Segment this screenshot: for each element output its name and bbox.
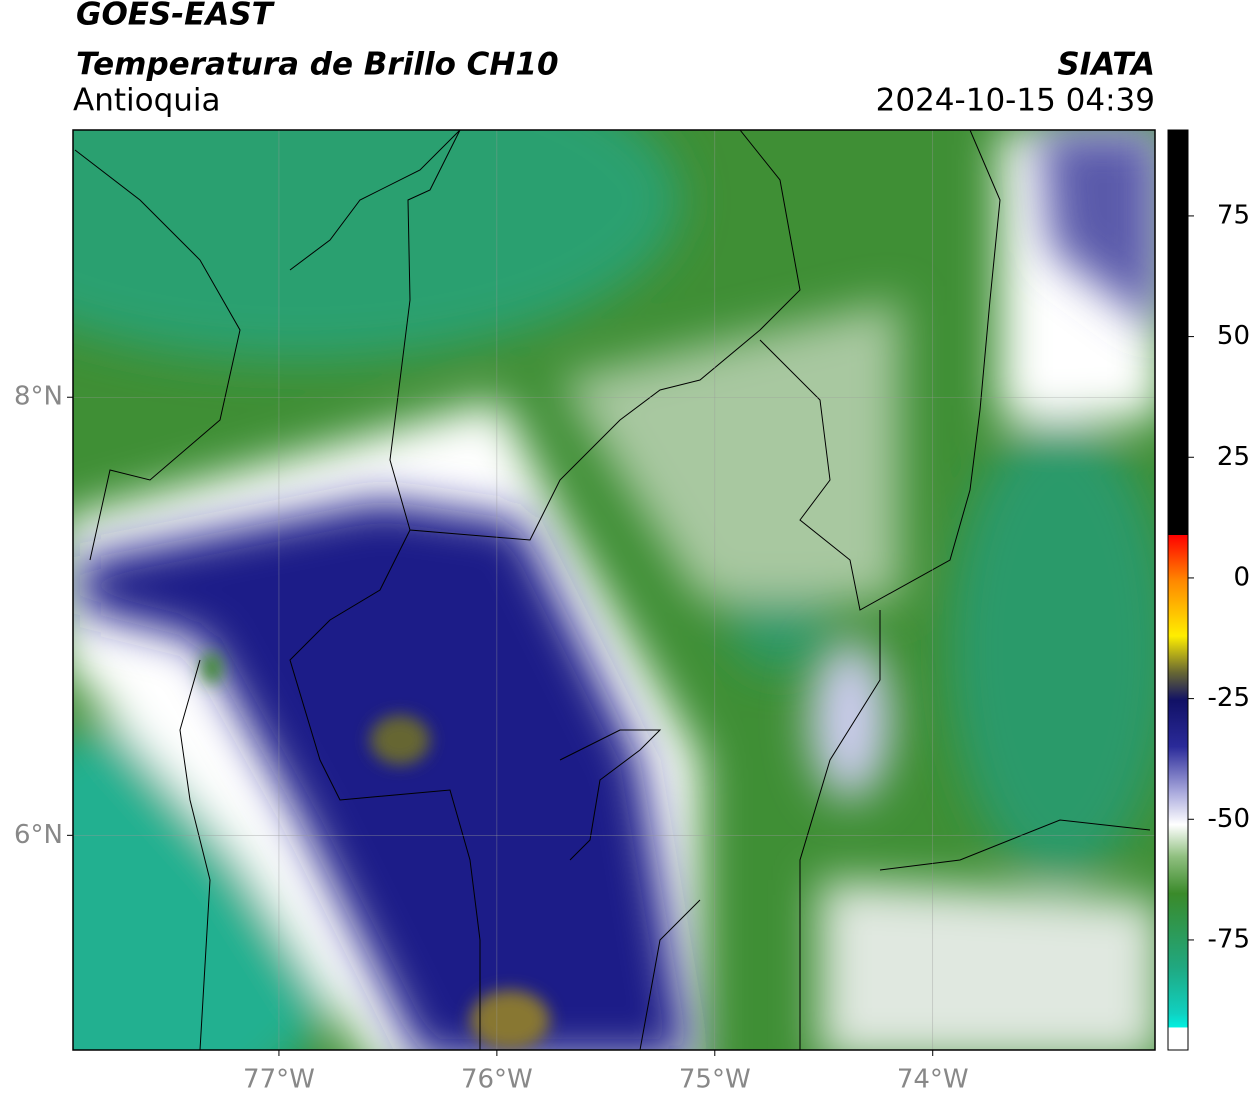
colorbar bbox=[1167, 129, 1189, 1051]
map-frame bbox=[72, 129, 1156, 1051]
colorbar-tick-label: -50 bbox=[1208, 804, 1250, 834]
datetime: 2024-10-15 04:39 bbox=[876, 83, 1155, 119]
source: SIATA bbox=[1057, 47, 1155, 83]
lon-tick-label: 75°W bbox=[679, 1065, 751, 1095]
lon-tick-label: 74°W bbox=[897, 1065, 969, 1095]
lat-tick-label: 6°N bbox=[14, 820, 63, 850]
colorbar-tick-label: 50 bbox=[1217, 321, 1250, 351]
subtitle: Temperatura de Brillo CH10 bbox=[76, 47, 559, 83]
title: GOES-EAST bbox=[76, 0, 276, 33]
lat-tick-label: 8°N bbox=[14, 382, 63, 412]
colorbar-tick-label: -75 bbox=[1208, 924, 1250, 954]
colorbar-tick-label: 0 bbox=[1233, 562, 1250, 592]
satellite-image bbox=[73, 130, 1155, 1050]
colorbar-tick-label: -25 bbox=[1208, 683, 1250, 713]
lon-tick-label: 76°W bbox=[461, 1065, 533, 1095]
boundaries bbox=[74, 130, 1151, 1050]
colorbar-tick-label: 25 bbox=[1217, 442, 1250, 472]
lon-tick-label: 77°W bbox=[243, 1065, 315, 1095]
colorbar-tick-label: 75 bbox=[1217, 200, 1250, 230]
region: Antioquia bbox=[73, 83, 221, 119]
